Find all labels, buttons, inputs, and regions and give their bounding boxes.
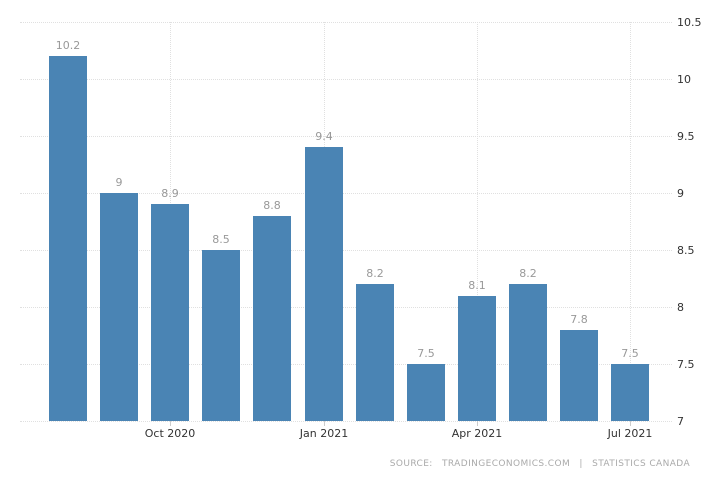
bar[interactable] xyxy=(49,56,87,421)
bar[interactable] xyxy=(305,147,343,421)
y-axis-tick-label: 9 xyxy=(677,187,684,200)
horizontal-gridline xyxy=(20,421,672,422)
bar[interactable] xyxy=(560,330,598,421)
horizontal-gridline xyxy=(20,22,672,23)
bar-value-label: 7.5 xyxy=(621,347,639,360)
vertical-gridline xyxy=(477,22,478,421)
y-axis-tick-label: 10.5 xyxy=(677,16,702,29)
bar-value-label: 8.8 xyxy=(263,199,281,212)
bar-value-label: 9 xyxy=(115,176,123,189)
x-axis-tick-mark xyxy=(170,421,171,426)
bar-value-label: 8.1 xyxy=(468,279,486,292)
y-axis-tick-label: 8 xyxy=(677,301,684,314)
bar[interactable] xyxy=(253,216,291,421)
y-axis-tick-label: 7.5 xyxy=(677,358,695,371)
y-axis-tick-label: 8.5 xyxy=(677,244,695,257)
x-axis-tick-label: Apr 2021 xyxy=(451,427,503,440)
bar[interactable] xyxy=(509,284,547,421)
horizontal-gridline xyxy=(20,193,672,194)
source-provider: TRADINGECONOMICS.COM xyxy=(442,459,571,469)
horizontal-gridline xyxy=(20,79,672,80)
x-axis-tick-mark xyxy=(630,421,631,426)
horizontal-gridline xyxy=(20,364,672,365)
horizontal-gridline xyxy=(20,307,672,308)
bar-value-label: 9.4 xyxy=(315,130,333,143)
horizontal-gridline xyxy=(20,250,672,251)
bar-value-label: 10.2 xyxy=(55,39,81,52)
bar-value-label: 8.9 xyxy=(161,187,179,200)
bar-value-label: 8.5 xyxy=(212,233,230,246)
x-axis-tick-mark xyxy=(477,421,478,426)
bar-value-label: 7.5 xyxy=(417,347,435,360)
x-axis-tick-label: Oct 2020 xyxy=(144,427,196,440)
bar[interactable] xyxy=(100,193,138,421)
source-attribution: SOURCE: TRADINGECONOMICS.COM | STATISTIC… xyxy=(390,458,690,470)
plot-area: 10.2 9 8.9 8.5 8.8 9.4 8.2 7.5 8.1 8.2 7.8 7.5 xyxy=(18,22,672,422)
y-axis-tick-label: 9.5 xyxy=(677,130,695,143)
bar[interactable] xyxy=(151,204,189,421)
bar[interactable] xyxy=(458,296,496,421)
vertical-gridline xyxy=(630,22,631,421)
y-axis-tick-label: 10 xyxy=(677,73,691,86)
bar[interactable] xyxy=(356,284,394,421)
source-attribution-text: STATISTICS CANADA xyxy=(592,459,690,469)
horizontal-gridline xyxy=(20,136,672,137)
source-prefix: SOURCE: xyxy=(389,459,433,469)
y-axis-tick-label: 7 xyxy=(677,415,684,428)
bar-value-label: 7.8 xyxy=(570,313,588,326)
bar[interactable] xyxy=(611,364,649,421)
x-axis-tick-label: Jan 2021 xyxy=(299,427,349,440)
x-axis-tick-mark xyxy=(324,421,325,426)
bar-value-label: 8.2 xyxy=(366,267,384,280)
x-axis-tick-label: Jul 2021 xyxy=(607,427,653,440)
source-separator: | xyxy=(579,459,583,469)
bar[interactable] xyxy=(407,364,445,421)
bar-value-label: 8.2 xyxy=(519,267,537,280)
bar[interactable] xyxy=(202,250,240,421)
